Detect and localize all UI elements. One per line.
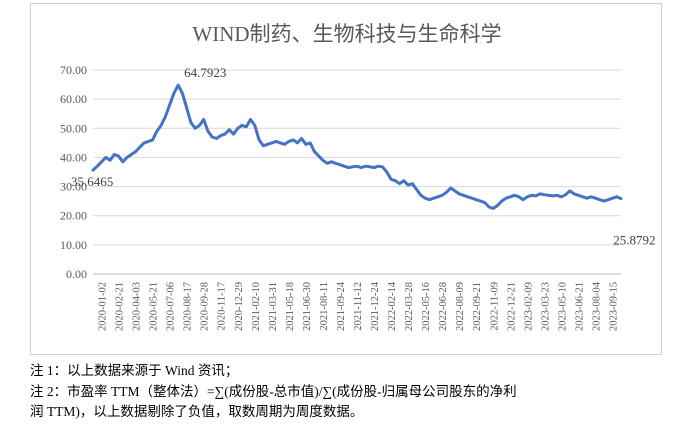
x-tick-label: 2023-06-21: [574, 282, 585, 331]
x-tick-label: 2022-06-28: [438, 282, 449, 331]
x-tick-label: 2020-07-06: [166, 282, 177, 331]
x-tick-label: 2022-12-21: [506, 282, 517, 331]
x-tick-label: 2021-11-12: [353, 282, 364, 331]
y-tick-label: 0.00: [66, 267, 87, 281]
x-tick-label: 2021-06-30: [302, 282, 313, 331]
x-tick-label: 2022-05-16: [421, 282, 432, 331]
data-labels: 64.7923 35.6465 25.8792: [71, 65, 656, 247]
x-tick-label: 2023-09-15: [608, 282, 619, 331]
x-tick-label: 2020-01-02: [98, 282, 109, 331]
x-tick-label: 2021-12-24: [370, 281, 381, 331]
gridlines: [93, 69, 621, 275]
line-chart: WIND制药、生物科技与生命科学 0.00 10.00 20.00 30.00 40.0…: [60, 22, 656, 331]
x-tick-label: 2021-05-18: [285, 282, 296, 331]
x-tick-label: 2023-08-04: [591, 281, 602, 331]
x-tick-label: 2020-04-03: [132, 282, 143, 331]
x-tick-label: 2022-08-09: [455, 282, 466, 331]
x-tick-label: 2020-09-28: [200, 282, 211, 331]
x-tick-label: 2020-11-17: [217, 282, 228, 331]
y-tick-label: 60.00: [60, 92, 87, 106]
x-tick-label: 2020-05-21: [149, 282, 160, 331]
x-tick-label: 2023-05-10: [557, 282, 568, 331]
x-tick-label: 2022-02-14: [387, 281, 398, 331]
note-2-line-2: 润 TTM)，以上数据剔除了负值，取数周期为周度数据。: [30, 404, 364, 419]
x-tick-label: 2020-08-17: [183, 282, 194, 331]
y-tick-label: 10.00: [60, 238, 87, 252]
y-tick-label: 20.00: [60, 209, 87, 223]
y-axis-ticks: 0.00 10.00 20.00 30.00 40.00 50.00 60.00 70.00: [60, 63, 87, 281]
y-tick-label: 70.00: [60, 63, 87, 77]
data-label: 25.8792: [613, 233, 655, 248]
x-tick-label: 2021-08-11: [319, 282, 330, 331]
y-tick-label: 40.00: [60, 150, 87, 164]
y-tick-label: 30.00: [60, 180, 87, 194]
x-tick-label: 2020-02-21: [115, 282, 126, 331]
data-label: 35.6465: [71, 174, 113, 189]
x-tick-label: 2022-09-21: [472, 282, 483, 331]
series-layer: [91, 83, 623, 210]
chart-title: WIND制药、生物科技与生命科学: [192, 22, 501, 46]
y-tick-label: 50.00: [60, 121, 87, 135]
x-tick-label: 2022-03-28: [404, 282, 415, 331]
series-line: [91, 83, 623, 210]
x-tick-label: 2023-03-23: [540, 282, 551, 331]
x-tick-label: 2021-02-10: [251, 282, 262, 331]
data-label: 64.7923: [184, 65, 226, 80]
note-2-line-1: 注 2：市盈率 TTM（整体法）=∑(成份股-总市值)/∑(成份股-归属母公司股…: [30, 384, 517, 399]
x-tick-label: 2023-02-09: [523, 282, 534, 331]
x-tick-label: 2022-11-09: [489, 282, 500, 331]
x-tick-label: 2021-03-31: [268, 282, 279, 331]
x-tick-label: 2021-09-24: [336, 281, 347, 331]
x-tick-label: 2020-12-29: [234, 282, 245, 331]
x-axis-ticks: 2020-01-02 2020-02-21 2020-04-03 2020-05-21…: [98, 281, 620, 331]
note-1: 注 1：以上数据来源于 Wind 资讯；: [30, 363, 239, 378]
chart-frame: WIND制药、生物科技与生命科学 0.00 10.00 20.00 30.00 40.0…: [30, 3, 662, 355]
